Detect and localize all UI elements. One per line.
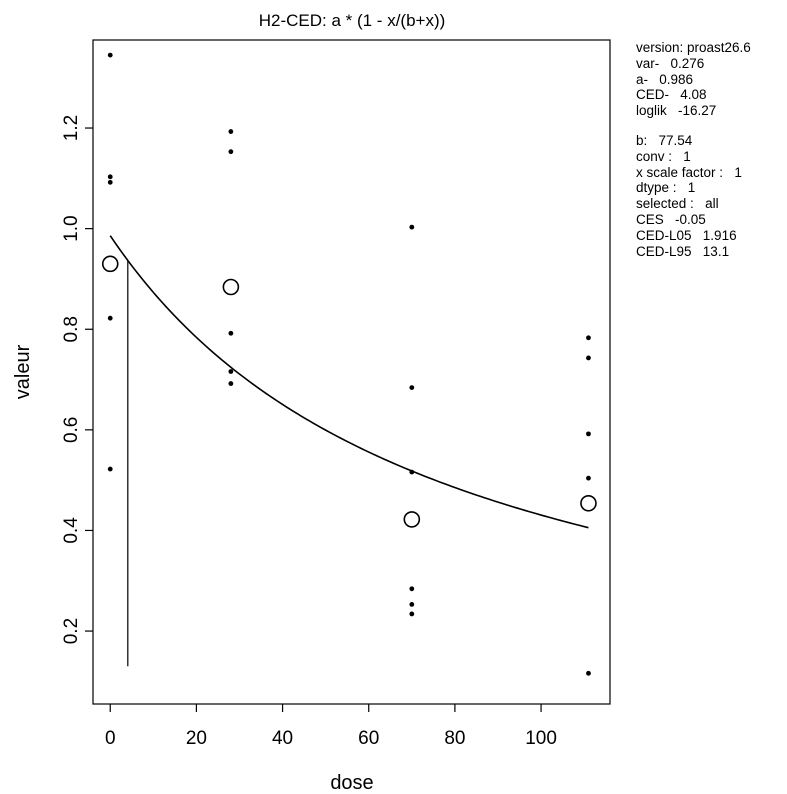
- chart-title: H2-CED: a * (1 - x/(b+x)): [259, 11, 446, 30]
- panel-line-label: loglik: [636, 103, 667, 119]
- observation-point: [409, 611, 415, 617]
- observation-point: [228, 129, 234, 134]
- x-tick-label: 0: [105, 728, 116, 749]
- panel-line-value: 13.1: [702, 243, 730, 259]
- panel-line-label: CED-L05: [636, 227, 692, 243]
- x-axis-label: dose: [330, 772, 373, 794]
- panel-line-label: x scale factor :: [636, 164, 724, 180]
- observation-point: [586, 475, 591, 481]
- panel-line-value: 4.08: [680, 87, 707, 103]
- observation-point: [107, 174, 113, 180]
- panel-line-value: 1.916: [702, 227, 737, 243]
- x-tick-label: 80: [444, 728, 465, 749]
- plot-frame: [92, 39, 611, 705]
- panel-line-value: 77.54: [658, 132, 693, 148]
- observation-point: [409, 469, 415, 475]
- model-info-panel: version: proast26.6 var- 0.276 a- 0.986 CED…: [636, 40, 751, 259]
- group-mean-marker: [222, 278, 240, 296]
- panel-line: a- 0.986: [636, 72, 751, 88]
- y-tick-label: 0.2: [61, 618, 82, 644]
- panel-line-label: CED-: [636, 87, 669, 103]
- panel-line: dtype : 1: [636, 180, 751, 196]
- observation-point: [228, 369, 234, 374]
- y-axis-label: valeur: [12, 344, 34, 399]
- panel-line-value: -16.27: [678, 103, 717, 119]
- panel-line-value: 0.276: [670, 55, 705, 71]
- panel-line: CES -0.05: [636, 212, 751, 228]
- observation-point: [409, 602, 415, 607]
- model-info-block-1: version: proast26.6 var- 0.276 a- 0.986 CED…: [636, 40, 751, 119]
- group-means-layer: [101, 255, 597, 528]
- panel-line: version: proast26.6: [636, 40, 751, 56]
- y-tick-label: 0.6: [61, 417, 82, 443]
- panel-line: conv : 1: [636, 149, 751, 165]
- observation-point: [409, 586, 415, 592]
- observation-point: [107, 466, 113, 472]
- observation-point: [409, 385, 415, 390]
- observation-point: [586, 355, 591, 361]
- panel-line: x scale factor : 1: [636, 165, 751, 181]
- panel-line: selected : all: [636, 196, 751, 212]
- panel-line-value: 0.986: [659, 71, 694, 87]
- panel-line-value: -0.05: [675, 211, 706, 227]
- panel-line-label: a-: [636, 71, 649, 87]
- panel-line: CED-L05 1.916: [636, 228, 751, 244]
- group-mean-marker: [580, 494, 597, 512]
- observation-point: [107, 315, 113, 321]
- panel-line-label: version: proast26.6: [636, 40, 751, 55]
- observation-point: [107, 52, 113, 58]
- y-tick-label: 0.4: [61, 517, 82, 544]
- observation-point: [586, 335, 591, 341]
- panel-line-value: all: [705, 196, 719, 212]
- panel-spacer: [636, 119, 751, 133]
- observation-point: [586, 670, 591, 676]
- observation-point: [228, 149, 234, 155]
- x-axis: 0 20 40 60 80 100: [105, 704, 557, 749]
- fitted-curve-layer: [109, 235, 589, 667]
- panel-line: CED- 4.08: [636, 87, 751, 103]
- panel-line-label: conv :: [636, 148, 673, 164]
- group-mean-marker: [403, 511, 421, 528]
- panel-line: var- 0.276: [636, 56, 751, 72]
- panel-line-label: selected :: [636, 196, 694, 212]
- panel-line-value: 1: [687, 180, 696, 196]
- y-axis: 0.2 0.4 0.6 0.8 1.0 1.2: [61, 115, 93, 644]
- panel-line: b: 77.54: [636, 133, 751, 149]
- panel-line-label: var-: [636, 55, 660, 71]
- panel-line-label: CED-L95: [636, 243, 692, 259]
- panel-line-label: dtype :: [636, 180, 677, 196]
- panel-line: loglik -16.27: [636, 103, 751, 119]
- x-tick-label: 20: [186, 728, 207, 749]
- observation-point: [586, 431, 591, 437]
- observation-point: [409, 224, 415, 230]
- panel-line-value: 1: [734, 164, 742, 180]
- observation-point: [107, 179, 113, 185]
- panel-line-label: CES: [636, 211, 664, 227]
- y-tick-label: 0.8: [61, 316, 82, 342]
- y-tick-label: 1.2: [61, 115, 82, 141]
- group-mean-marker: [101, 255, 119, 273]
- x-tick-label: 40: [272, 728, 293, 749]
- observation-point: [228, 330, 234, 336]
- fitted-curve: [109, 235, 589, 529]
- panel-line-label: b:: [636, 132, 648, 148]
- observations-layer: [107, 52, 591, 676]
- y-tick-label: 1.0: [61, 215, 82, 241]
- x-tick-label: 60: [358, 728, 379, 749]
- x-tick-label: 100: [525, 728, 557, 749]
- observation-point: [228, 381, 234, 386]
- panel-line: CED-L95 13.1: [636, 244, 751, 260]
- panel-line-value: 1: [683, 148, 691, 164]
